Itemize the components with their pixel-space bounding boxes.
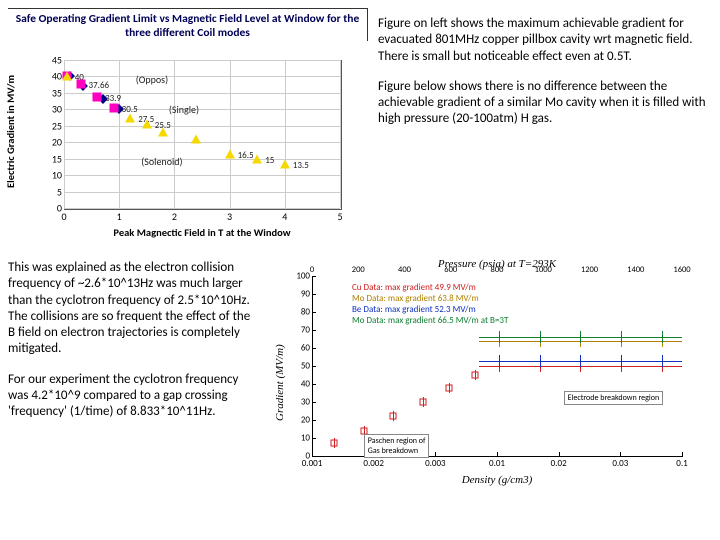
chart1-ylabel: Electric Gradient in MV/m [4,75,17,188]
data-point [76,80,85,89]
gradient-vs-bfield-chart: Safe Operating Gradient Limit vs Magneti… [8,8,368,248]
data-point [93,92,102,101]
data-point [191,134,201,143]
data-point [125,113,135,122]
data-point [280,159,290,168]
chart1-title: Safe Operating Gradient Limit vs Magneti… [8,8,368,41]
paragraph-1: Figure on left shows the maximum achieva… [378,16,708,65]
data-point [109,103,118,112]
annotation-paschen: Paschen region ofGas breakdown [364,434,430,458]
bottom-left-text: This was explained as the electron colli… [8,256,258,496]
legend-entry: Mo Data: max gradient 66.5 MV/m at B=3T [352,315,508,326]
paragraph-3: This was explained as the electron colli… [8,260,258,358]
legend-entry: Mo Data: max gradient 63.8 MV/m [352,293,479,304]
data-point [252,154,262,163]
chart1-xlabel: Peak Magnectic Field in T at the Window [64,226,340,239]
legend-entry: Be Data: max gradient 52.3 MV/m [352,304,476,315]
top-right-text: Figure on left shows the maximum achieva… [378,8,708,248]
paragraph-2: Figure below shows there is no differenc… [378,79,708,128]
data-point [158,127,168,136]
data-point [142,120,152,129]
chart2-xlabel: Density (g/cm3) [312,474,682,486]
gradient-vs-density-chart: Pressure (psia) at T=293K Gradient (MV/m… [264,256,704,496]
data-point [225,149,235,158]
annotation-electrode: Electrode breakdown region [564,391,664,405]
data-point [62,72,72,81]
paragraph-4: For our experiment the cyclotron frequen… [8,372,258,421]
legend-entry: Cu Data: max gradient 49.9 MV/m [352,282,476,293]
chart2-ylabel: Gradient (MV/m) [274,344,286,421]
